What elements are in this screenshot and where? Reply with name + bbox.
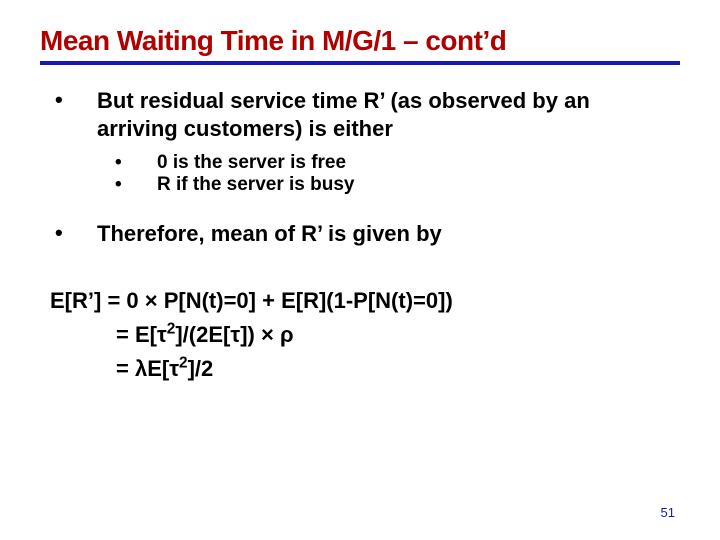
eq-tau: τ (230, 322, 240, 347)
eq-frag: = λE[ (116, 356, 169, 381)
bullet-dot-icon: • (115, 174, 157, 196)
eq-tau: τ (157, 322, 167, 347)
slide-title: Mean Waiting Time in M/G/1 – cont’d (0, 0, 720, 61)
eq-rho: ρ (280, 322, 294, 347)
equation-block: E[R’] = 0 × P[N(t)=0] + E[R](1-P[N(t)=0]… (0, 284, 720, 386)
eq-frag: P[N(t)=0] + E[R](1-P[N(t)=0]) (158, 288, 453, 313)
equation-line: = E[τ2]/(2E[τ]) × ρ (50, 318, 670, 352)
sub-bullet-text: R if the server is busy (157, 174, 665, 196)
equation-line: E[R’] = 0 × P[N(t)=0] + E[R](1-P[N(t)=0]… (50, 284, 670, 318)
eq-tau: τ (169, 356, 179, 381)
bullet-text: But residual service time R’ (as observe… (97, 87, 665, 142)
equation-line: = λE[τ2]/2 (50, 352, 670, 386)
eq-times: × (145, 288, 158, 313)
eq-frag: ]/(2E[ (175, 322, 230, 347)
bullet-dot-icon: • (55, 220, 97, 248)
bullet-text: Therefore, mean of R’ is given by (97, 220, 665, 248)
eq-times: × (261, 322, 274, 347)
bullet-level2: • R if the server is busy (115, 174, 665, 196)
slide: Mean Waiting Time in M/G/1 – cont’d • Bu… (0, 0, 720, 540)
bullet-level1: • Therefore, mean of R’ is given by (55, 220, 665, 248)
bullet-level2: • 0 is the server is free (115, 152, 665, 174)
eq-sup: 2 (179, 354, 188, 371)
slide-content: • But residual service time R’ (as obser… (0, 87, 720, 248)
bullet-dot-icon: • (55, 87, 97, 142)
eq-frag: ]) (240, 322, 261, 347)
bullet-level1: • But residual service time R’ (as obser… (55, 87, 665, 142)
page-number: 51 (661, 505, 675, 520)
title-underline (40, 61, 680, 65)
sub-bullet-text: 0 is the server is free (157, 152, 665, 174)
eq-frag: = E[ (116, 322, 157, 347)
bullet-dot-icon: • (115, 152, 157, 174)
eq-frag: E[R’] = 0 (50, 288, 145, 313)
eq-frag: ]/2 (188, 356, 214, 381)
